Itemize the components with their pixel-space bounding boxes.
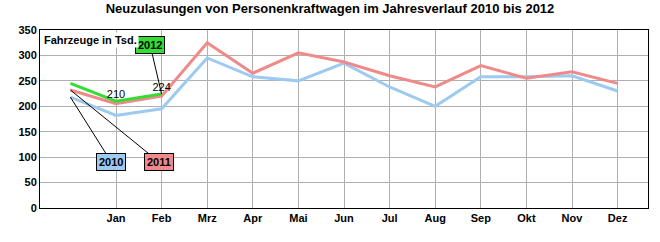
svg-text:200: 200 <box>18 100 36 112</box>
svg-text:Okt: Okt <box>517 212 536 224</box>
svg-text:300: 300 <box>18 49 36 61</box>
svg-text:2012: 2012 <box>138 39 162 51</box>
svg-text:Fahrzeuge in Tsd.: Fahrzeuge in Tsd. <box>44 34 137 46</box>
svg-text:2011: 2011 <box>147 156 171 168</box>
svg-text:150: 150 <box>18 126 36 138</box>
svg-text:250: 250 <box>18 75 36 87</box>
svg-text:Sep: Sep <box>471 212 491 224</box>
svg-text:Aug: Aug <box>425 212 446 224</box>
svg-text:50: 50 <box>25 176 37 188</box>
svg-text:224: 224 <box>152 81 170 93</box>
svg-text:2010: 2010 <box>99 156 123 168</box>
svg-text:Neuzulasungen von Personenkraf: Neuzulasungen von Personenkraftwagen im … <box>106 1 555 16</box>
svg-text:Mai: Mai <box>289 212 307 224</box>
svg-text:Feb: Feb <box>152 212 172 224</box>
svg-text:Dez: Dez <box>608 212 628 224</box>
svg-text:Nov: Nov <box>562 212 584 224</box>
svg-text:350: 350 <box>18 24 36 36</box>
svg-text:100: 100 <box>18 151 36 163</box>
svg-text:0: 0 <box>31 202 37 214</box>
svg-text:Jun: Jun <box>334 212 354 224</box>
svg-text:Mrz: Mrz <box>198 212 217 224</box>
svg-text:Apr: Apr <box>243 212 263 224</box>
svg-text:Jul: Jul <box>382 212 398 224</box>
svg-text:210: 210 <box>107 88 125 100</box>
svg-text:Jan: Jan <box>107 212 126 224</box>
